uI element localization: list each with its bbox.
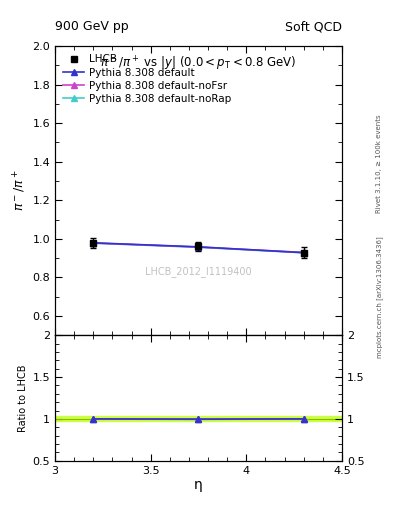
X-axis label: η: η	[194, 478, 203, 493]
Legend: LHCB, Pythia 8.308 default, Pythia 8.308 default-noFsr, Pythia 8.308 default-noR: LHCB, Pythia 8.308 default, Pythia 8.308…	[60, 51, 235, 107]
Text: Rivet 3.1.10, ≥ 100k events: Rivet 3.1.10, ≥ 100k events	[376, 115, 382, 213]
Text: 900 GeV pp: 900 GeV pp	[55, 20, 129, 33]
Y-axis label: Ratio to LHCB: Ratio to LHCB	[18, 364, 28, 432]
Bar	[55, 416, 342, 421]
Y-axis label: $\pi^-/\pi^+$: $\pi^-/\pi^+$	[12, 170, 28, 211]
Text: Soft QCD: Soft QCD	[285, 20, 342, 33]
Text: $\pi^-/\pi^+$ vs $|y|$ $(0.0 < p_\mathrm{T} < 0.8\ \mathrm{GeV})$: $\pi^-/\pi^+$ vs $|y|$ $(0.0 < p_\mathrm…	[100, 55, 297, 73]
Text: mcplots.cern.ch [arXiv:1306.3436]: mcplots.cern.ch [arXiv:1306.3436]	[376, 236, 383, 358]
Text: LHCB_2012_I1119400: LHCB_2012_I1119400	[145, 266, 252, 277]
